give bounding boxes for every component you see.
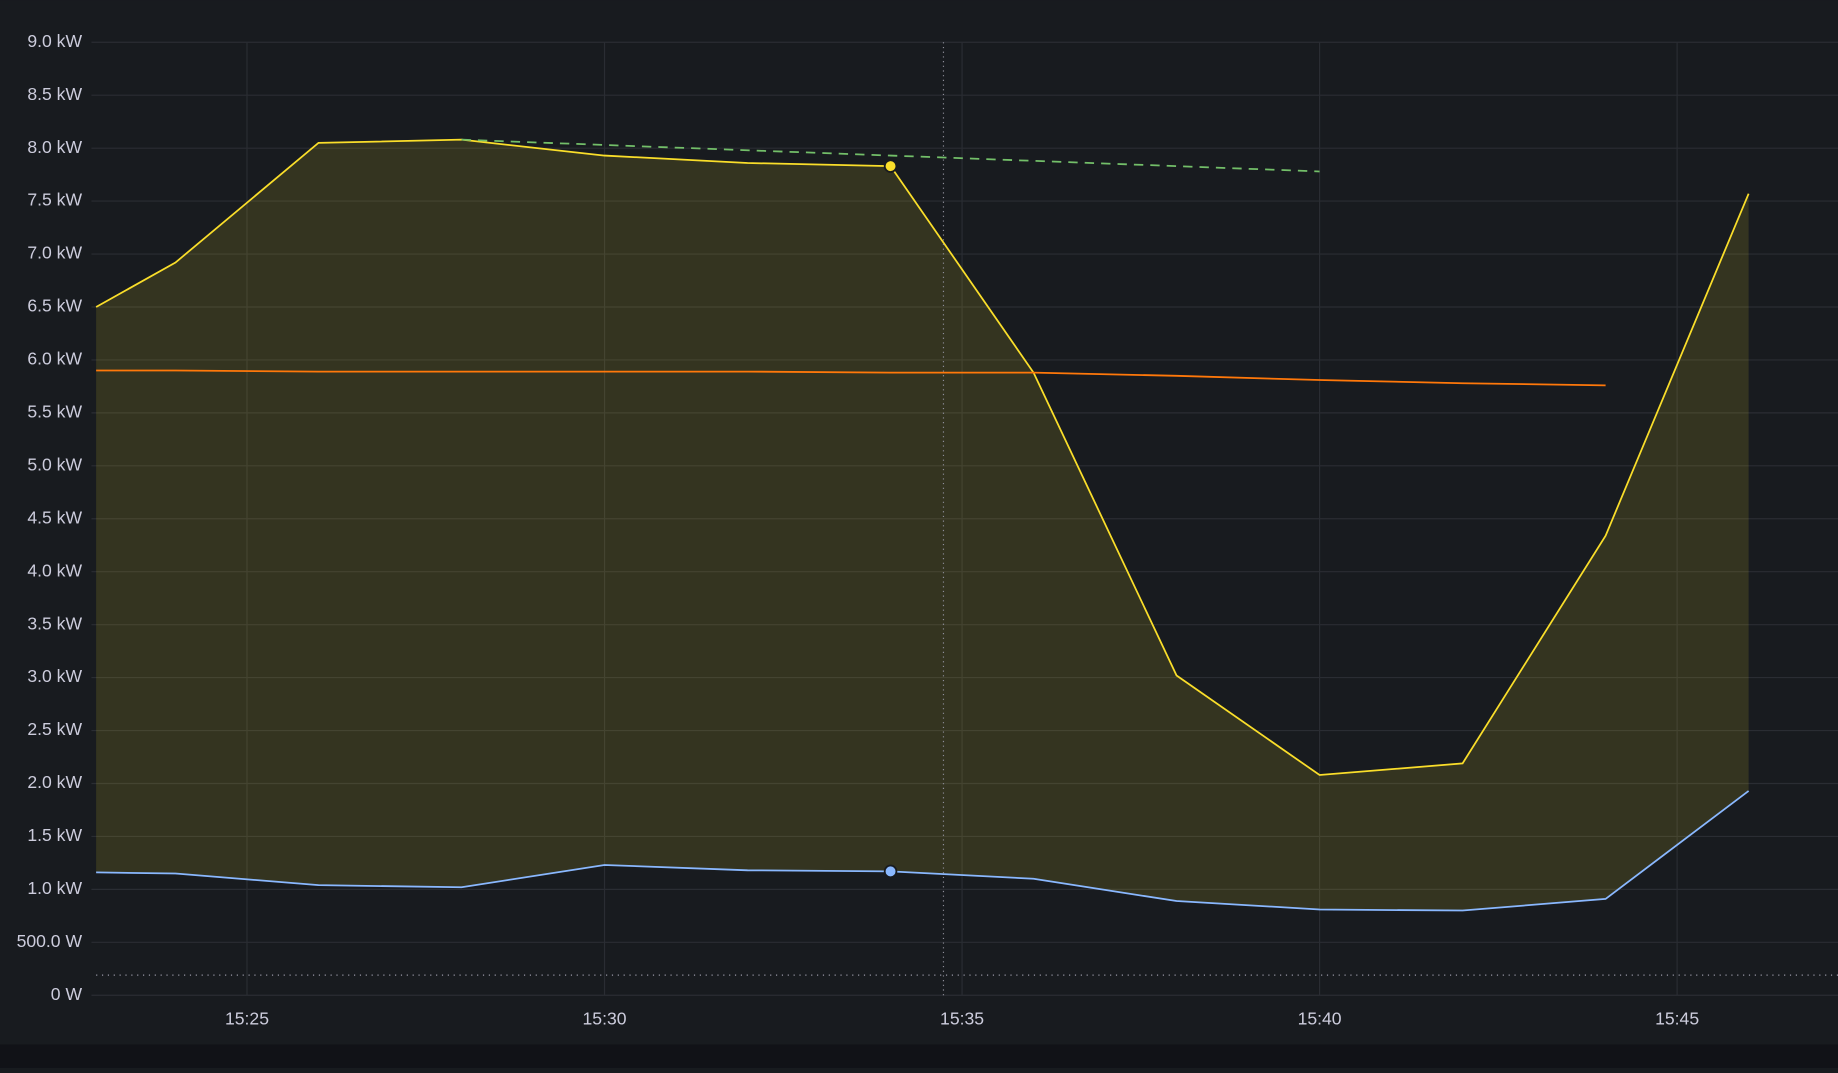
footer-band xyxy=(0,1044,1838,1068)
x-tick-label: 15:35 xyxy=(940,1009,984,1029)
y-tick-label: 7.0 kW xyxy=(27,243,82,263)
y-tick-label: 5.0 kW xyxy=(27,454,82,474)
x-tick-label: 15:45 xyxy=(1655,1009,1699,1029)
series-line xyxy=(461,138,1320,173)
x-tick-label: 15:30 xyxy=(583,1009,627,1029)
y-tick-label: 500.0 W xyxy=(17,931,83,951)
y-tick-label: 3.5 kW xyxy=(27,613,82,633)
y-tick-label: 6.0 kW xyxy=(27,349,82,369)
y-tick-label: 9.0 kW xyxy=(27,31,82,51)
area-fill xyxy=(96,139,1749,911)
y-tick-label: 5.5 kW xyxy=(27,402,82,422)
y-tick-label: 4.0 kW xyxy=(27,560,82,580)
y-tick-label: 4.5 kW xyxy=(27,507,82,527)
y-tick-label: 2.0 kW xyxy=(27,772,82,792)
y-tick-label: 1.5 kW xyxy=(27,825,82,845)
y-tick-label: 1.0 kW xyxy=(27,878,82,898)
y-tick-label: 6.5 kW xyxy=(27,296,82,316)
y-tick-label: 7.5 kW xyxy=(27,190,82,210)
x-tick-label: 15:40 xyxy=(1298,1009,1342,1029)
series-line xyxy=(96,369,1606,387)
y-tick-label: 8.5 kW xyxy=(27,84,82,104)
x-tick-label: 15:25 xyxy=(225,1009,269,1029)
hover-point xyxy=(883,159,898,173)
y-tick-label: 8.0 kW xyxy=(27,137,82,157)
y-tick-label: 3.0 kW xyxy=(27,666,82,686)
y-tick-label: 2.5 kW xyxy=(27,719,82,739)
hover-point xyxy=(883,864,898,879)
y-tick-label: 0 W xyxy=(51,984,83,1004)
